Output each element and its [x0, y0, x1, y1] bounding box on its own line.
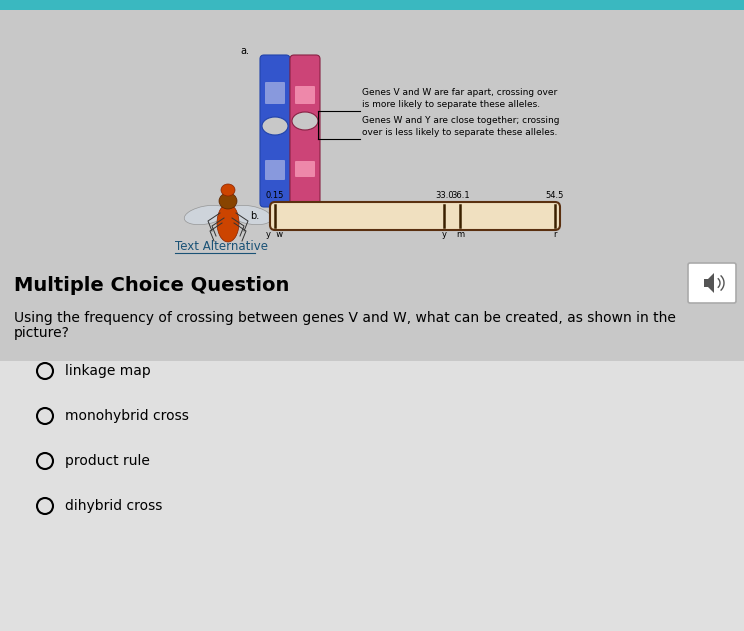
Text: 33.0: 33.0	[435, 191, 454, 200]
FancyBboxPatch shape	[265, 82, 285, 104]
FancyBboxPatch shape	[290, 55, 320, 207]
Text: product rule: product rule	[65, 454, 150, 468]
Text: monohybrid cross: monohybrid cross	[65, 409, 189, 423]
Bar	[0, 10, 744, 361]
Text: picture?: picture?	[14, 326, 70, 340]
Ellipse shape	[292, 112, 318, 130]
Text: Using the frequency of crossing between genes V and W, what can be created, as s: Using the frequency of crossing between …	[14, 311, 676, 325]
Text: 54.5: 54.5	[546, 191, 564, 200]
Ellipse shape	[217, 204, 239, 242]
Ellipse shape	[185, 205, 228, 225]
Ellipse shape	[228, 205, 272, 225]
Bar	[0, 0, 744, 10]
Text: Text Alternative: Text Alternative	[175, 240, 268, 253]
Text: y  w: y w	[266, 230, 283, 239]
FancyBboxPatch shape	[295, 161, 315, 177]
Text: r: r	[554, 230, 557, 239]
Text: Multiple Choice Question: Multiple Choice Question	[14, 276, 289, 295]
Text: 0.15: 0.15	[266, 191, 284, 200]
FancyBboxPatch shape	[265, 160, 285, 180]
Text: y: y	[442, 230, 446, 239]
Ellipse shape	[262, 117, 288, 135]
FancyBboxPatch shape	[688, 263, 736, 303]
Text: dihybrid cross: dihybrid cross	[65, 499, 162, 513]
Text: 36.1: 36.1	[451, 191, 469, 200]
Text: Genes W and Y are close together; crossing
over is less likely to separate these: Genes W and Y are close together; crossi…	[362, 116, 559, 137]
Text: linkage map: linkage map	[65, 364, 151, 378]
Text: b.: b.	[250, 211, 259, 221]
Ellipse shape	[219, 193, 237, 209]
FancyBboxPatch shape	[270, 202, 560, 230]
Polygon shape	[704, 273, 714, 293]
FancyBboxPatch shape	[260, 55, 290, 207]
Text: Genes V and W are far apart, crossing over
is more likely to separate these alle: Genes V and W are far apart, crossing ov…	[362, 88, 557, 109]
FancyBboxPatch shape	[295, 86, 315, 104]
Bar	[0, 361, 744, 631]
Text: m: m	[456, 230, 464, 239]
Text: a.: a.	[240, 46, 249, 56]
Ellipse shape	[221, 184, 235, 196]
